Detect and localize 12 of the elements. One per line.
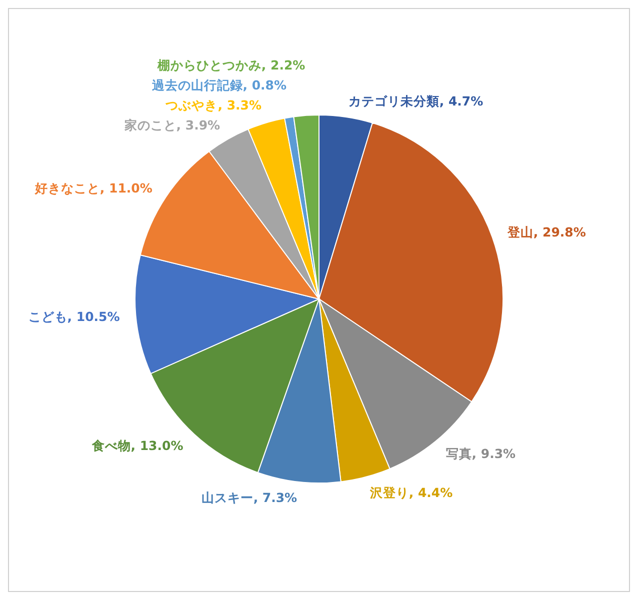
slice-label: 山スキー, 7.3% xyxy=(201,490,298,506)
slice-label: 写真, 9.3% xyxy=(446,446,516,462)
slice-label: カテゴリ未分類, 4.7% xyxy=(348,94,484,109)
slice-label: 食べ物, 13.0% xyxy=(90,438,184,454)
slice-label: つぶやき, 3.3% xyxy=(164,98,262,113)
slice-label: 家のこと, 3.9% xyxy=(123,118,221,133)
slice-label: 登山, 29.8% xyxy=(506,224,586,240)
slice-label: 過去の山行記録, 0.8% xyxy=(152,78,287,93)
slice-label: こども, 10.5% xyxy=(28,308,120,324)
slice-label: 棚からひとつかみ, 2.2% xyxy=(156,58,306,73)
slice-label: 好きなこと, 11.0% xyxy=(34,180,153,196)
slice-label: 沢登り, 4.4% xyxy=(368,484,454,500)
